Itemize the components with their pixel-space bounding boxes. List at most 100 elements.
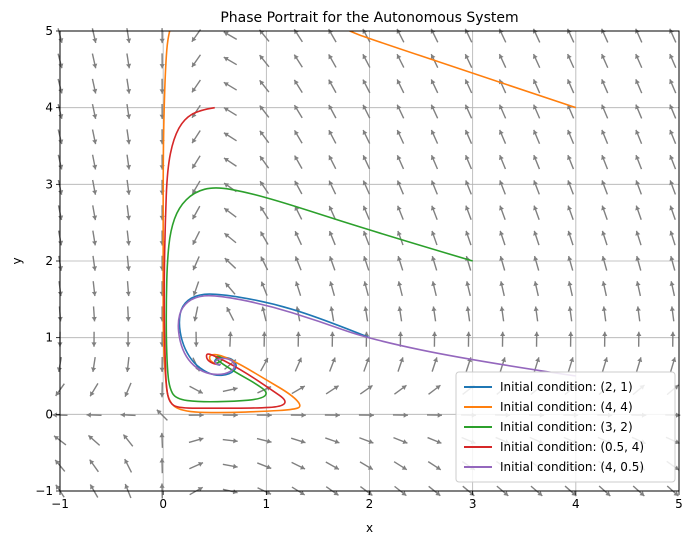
y-axis-label: y bbox=[10, 257, 24, 264]
field-arrow-head bbox=[92, 215, 98, 221]
field-arrow-head bbox=[534, 331, 540, 337]
field-arrow-head bbox=[125, 215, 132, 221]
field-arrow-head bbox=[333, 385, 339, 391]
field-arrow-head bbox=[259, 155, 265, 161]
trajectory-4 bbox=[177, 294, 576, 377]
field-arrow-head bbox=[328, 155, 334, 161]
y-axis-ticks: −1 0 1 2 3 4 5 bbox=[35, 24, 60, 498]
field-arrow-head bbox=[637, 357, 643, 363]
field-arrow-head bbox=[397, 306, 403, 312]
field-arrow-head bbox=[636, 331, 642, 337]
field-arrow-head bbox=[362, 155, 368, 161]
field-arrow-head bbox=[266, 490, 272, 495]
field-arrow-head bbox=[635, 180, 641, 186]
field-arrow-head bbox=[335, 412, 340, 418]
field-arrow-head bbox=[58, 63, 64, 69]
field-arrow-head bbox=[401, 465, 407, 470]
field-arrow-head bbox=[567, 54, 572, 60]
field-arrow-head bbox=[198, 437, 204, 442]
field-arrow-head bbox=[294, 155, 299, 161]
field-arrow-head bbox=[92, 139, 98, 145]
field-arrow-head bbox=[192, 214, 197, 220]
field-arrow-head bbox=[498, 155, 504, 161]
field-arrow-head bbox=[568, 331, 574, 337]
field-arrow-head bbox=[90, 484, 95, 490]
field-arrow-head bbox=[362, 230, 368, 236]
field-arrow-head bbox=[465, 205, 470, 211]
field-arrow-head bbox=[198, 462, 204, 467]
field-arrow-head bbox=[225, 282, 231, 288]
field-arrow-head bbox=[226, 307, 232, 313]
field-arrow-head bbox=[223, 57, 229, 62]
field-arrow-head bbox=[601, 180, 607, 186]
field-arrow-head bbox=[266, 438, 272, 444]
field-arrow-head bbox=[369, 412, 374, 418]
field-arrow-head bbox=[58, 88, 64, 94]
field-arrow-head bbox=[567, 281, 573, 287]
field-arrow-head bbox=[567, 306, 573, 312]
field-arrow-head bbox=[430, 205, 436, 211]
x-axis-label: x bbox=[366, 521, 373, 535]
field-arrow-head bbox=[263, 357, 269, 363]
x-axis-ticks: −1 0 1 2 3 4 5 bbox=[51, 491, 683, 511]
legend-entry: Initial condition: (3, 2) bbox=[500, 420, 633, 434]
field-arrow-head bbox=[567, 230, 573, 236]
field-arrow-head bbox=[192, 239, 198, 245]
field-arrow-head bbox=[55, 459, 60, 465]
field-arrow-head bbox=[233, 438, 238, 444]
field-arrow-head bbox=[125, 316, 131, 322]
trajectory-2 bbox=[165, 187, 473, 403]
field-arrow-head bbox=[469, 491, 475, 496]
field-arrow-head bbox=[396, 155, 402, 161]
field-arrow-head bbox=[403, 412, 408, 418]
field-arrow-head bbox=[533, 180, 538, 186]
y-tick-label: 1 bbox=[45, 331, 53, 345]
field-arrow-head bbox=[261, 331, 267, 337]
field-arrow-head bbox=[402, 439, 408, 444]
legend-entry: Initial condition: (4, 0.5) bbox=[500, 460, 644, 474]
field-arrow-head bbox=[537, 491, 543, 496]
field-arrow-head bbox=[431, 256, 437, 261]
field-arrow-head bbox=[224, 183, 230, 188]
field-arrow-head bbox=[89, 459, 95, 465]
field-arrow-head bbox=[299, 385, 305, 391]
field-arrow-head bbox=[259, 105, 265, 111]
field-arrow-head bbox=[267, 412, 272, 418]
field-arrow-head bbox=[569, 357, 575, 363]
field-arrow-head bbox=[159, 392, 165, 398]
field-arrow-head bbox=[533, 155, 538, 161]
field-arrow-head bbox=[259, 55, 265, 60]
field-arrow-head bbox=[669, 104, 674, 110]
field-arrow-head bbox=[465, 230, 470, 236]
field-arrow-head bbox=[300, 464, 306, 470]
field-arrow-head bbox=[294, 79, 299, 85]
field-arrow-head bbox=[673, 491, 679, 497]
field-arrow-head bbox=[192, 265, 198, 271]
field-arrow-head bbox=[192, 163, 197, 169]
field-arrow-head bbox=[297, 357, 302, 363]
field-arrow-head bbox=[123, 434, 129, 440]
field-arrow-head bbox=[261, 306, 267, 312]
field-arrow-head bbox=[401, 490, 407, 496]
field-arrow-head bbox=[125, 190, 132, 195]
field-arrow-head bbox=[333, 490, 339, 496]
field-arrow-head bbox=[260, 256, 266, 262]
field-arrow-head bbox=[601, 155, 606, 161]
field-arrow-head bbox=[669, 129, 674, 135]
field-arrow-head bbox=[669, 281, 675, 287]
field-arrow-head bbox=[56, 367, 62, 372]
field-arrow-head bbox=[368, 439, 374, 444]
field-arrow-head bbox=[532, 54, 538, 60]
field-arrow-head bbox=[294, 281, 300, 287]
legend-entry: Initial condition: (4, 4) bbox=[500, 400, 633, 414]
legend-entry: Initial condition: (0.5, 4) bbox=[500, 440, 644, 454]
field-arrow-head bbox=[362, 205, 368, 211]
field-arrow-head bbox=[362, 180, 368, 186]
field-arrow-head bbox=[197, 487, 203, 492]
field-arrow-head bbox=[430, 79, 436, 85]
field-arrow-head bbox=[58, 139, 64, 145]
field-arrow-head bbox=[431, 306, 437, 312]
field-arrow-head bbox=[260, 231, 265, 237]
field-arrow-head bbox=[433, 357, 438, 363]
